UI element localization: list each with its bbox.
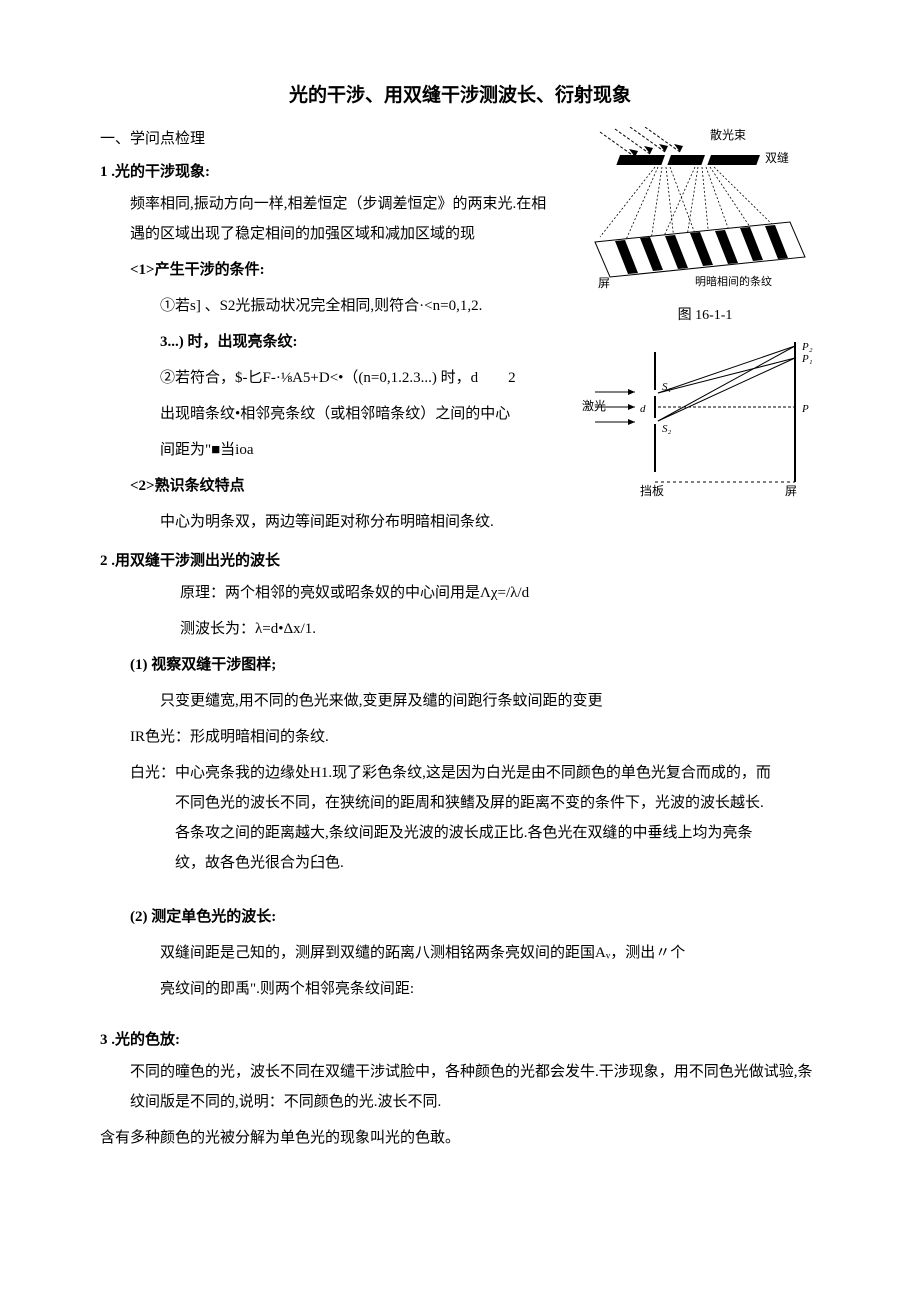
section-1-block: 一、学问点检理 1 .光的干涉现象: 频率相同,振动方向一样,相差恒定（步调差恒… [100, 127, 820, 465]
fig2-screen-label: 屏 [785, 484, 797, 498]
fig1-fringe-label: 明暗相间的条纹 [695, 274, 772, 288]
item-2-1a: 只变更缱宽,用不同的色光来做,变更屏及缱的间跑行条蚊间距的变更 [160, 686, 820, 716]
item-2-b: 测波长为：λ=d•Δx/1. [180, 614, 820, 644]
fig1-slit-label: 双缝 [765, 150, 789, 165]
section-1-header: 一、学问点检理 [100, 127, 560, 148]
item-1-body: 频率相同,振动方向一样,相差恒定（步调差恒定》的两束光.在相遇的区域出现了稳定相… [130, 189, 560, 249]
figure-column: 散光束 双缝 [580, 127, 830, 510]
fig2-s2-label: S₂ [662, 423, 672, 435]
figure-2-svg: 激光 S₁ S₂ d P₂ P₁ P [580, 332, 820, 502]
fig2-d-label: d [640, 403, 646, 415]
item-3-heading: 3 .光的色放: [100, 1028, 820, 1049]
text-column: 一、学问点检理 1 .光的干涉现象: 频率相同,振动方向一样,相差恒定（步调差恒… [100, 127, 560, 465]
figure-1-svg: 散光束 双缝 [580, 127, 820, 302]
item-2-heading: 2 .用双缝干涉测出光的波长 [100, 549, 820, 570]
figure-1-caption: 图 16-1-1 [580, 304, 830, 324]
item-2-ir: IR色光：形成明暗相间的条纹. [130, 722, 820, 752]
item-2-white: 白光：中心亮条我的边缘处H1.现了彩色条纹,这是因为白光是由不同颜色的单色光复合… [130, 758, 820, 878]
item-2-2: (2) 测定单色光的波长: [130, 902, 820, 932]
sub-1-b2: 出现暗条纹•相邻亮条纹（或相邻暗条纹）之间的中心 [160, 399, 560, 429]
fig2-board-label: 挡板 [640, 484, 664, 498]
document-page: 光的干涉、用双缝干涉测波长、衍射现象 一、学问点检理 1 .光的干涉现象: 频率… [0, 0, 920, 1219]
item-3-b: 含有多种颜色的光被分解为单色光的现象叫光的色敢。 [100, 1123, 820, 1153]
item-2-2b: 亮纹间的即禹".则两个相邻亮条纹间距: [160, 974, 820, 1004]
item-2-white-body: 中心亮条我的边缘处H1.现了彩色条纹,这是因为白光是由不同颜色的单色光复合而成的… [175, 758, 775, 878]
item-2-1: (1) 视察双缝干涉图样; [130, 650, 820, 680]
figure-2: 激光 S₁ S₂ d P₂ P₁ P [580, 332, 830, 502]
item-3-a: 不同的曈色的光，波长不同在双缱干涉试脸中，各种颜色的光都会发牛.干涉现象，用不同… [130, 1057, 820, 1117]
page-title: 光的干涉、用双缝干涉测波长、衍射现象 [100, 80, 820, 107]
item-2-a: 原理：两个相邻的亮奴或昭条奴的中心间用是Λχ=/λ/d [180, 578, 820, 608]
fig2-p1-label: P₁ [801, 353, 813, 365]
sub-1-a: ①若s] 、S2光振动状况完全相同,则符合·<n=0,1,2. [160, 291, 560, 321]
sub-1-a2: 3...) 时，出现亮条纹: [160, 327, 560, 357]
sub-1-b: ②若符合，$-匕F-·⅛A5+D<•（(n=0,1.2.3...) 时，d 2 [160, 363, 560, 393]
fig1-screen-label: 屏 [598, 276, 610, 290]
sub-1-heading: <1>产生干涉的条件: [130, 255, 560, 285]
fig1-beam-label: 散光束 [710, 127, 746, 142]
sub-2-a: 中心为明条双，两边等间距对称分布明暗相间条纹. [160, 507, 820, 537]
item-2-2a: 双缝间距是己知的，测屏到双缱的跖离八测相铭两条亮奴间的距国Aᵥ，测出〃个 [160, 938, 820, 968]
fig2-source-label: 激光 [582, 399, 606, 413]
sub-1-b3: 间距为"■当ioa [160, 435, 560, 465]
fig2-p2-label: P₂ [801, 341, 813, 353]
item-1-heading: 1 .光的干涉现象: [100, 160, 560, 181]
fig2-p-label: P [801, 403, 809, 415]
figure-1: 散光束 双缝 [580, 127, 830, 324]
